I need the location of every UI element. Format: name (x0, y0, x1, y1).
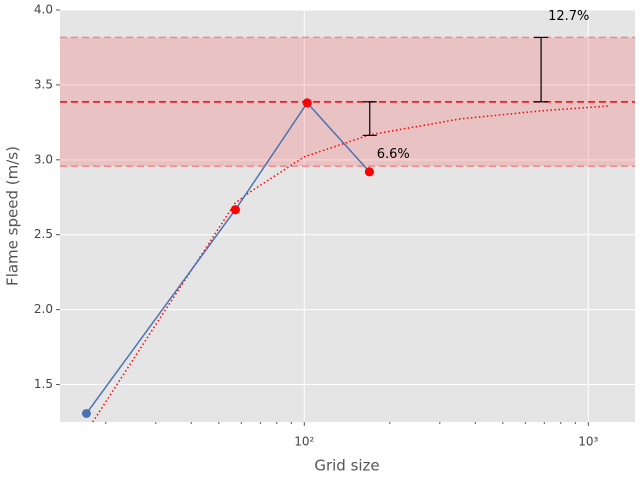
annotation: 12.7% (548, 9, 589, 24)
y-tick-label: 3.5 (34, 77, 53, 91)
plot-area (60, 10, 635, 422)
series-line (85, 101, 370, 414)
point (230, 205, 240, 215)
x-tick-label: 10² (294, 435, 314, 449)
point (302, 98, 312, 108)
y-tick-label: 1.5 (34, 377, 53, 391)
x-tick-label: 10³ (578, 435, 598, 449)
y-tick-label: 3.0 (34, 152, 53, 166)
series-line (92, 105, 611, 423)
y-axis-label: Flame speed (m/s) (4, 146, 22, 286)
x-axis-label: Grid size (314, 457, 379, 475)
annotation: 6.6% (377, 147, 410, 162)
point (81, 408, 91, 418)
y-tick-label: 4.0 (34, 3, 53, 17)
y-tick-label: 2.0 (34, 302, 53, 316)
point (364, 167, 374, 177)
y-tick-label: 2.5 (34, 227, 53, 241)
